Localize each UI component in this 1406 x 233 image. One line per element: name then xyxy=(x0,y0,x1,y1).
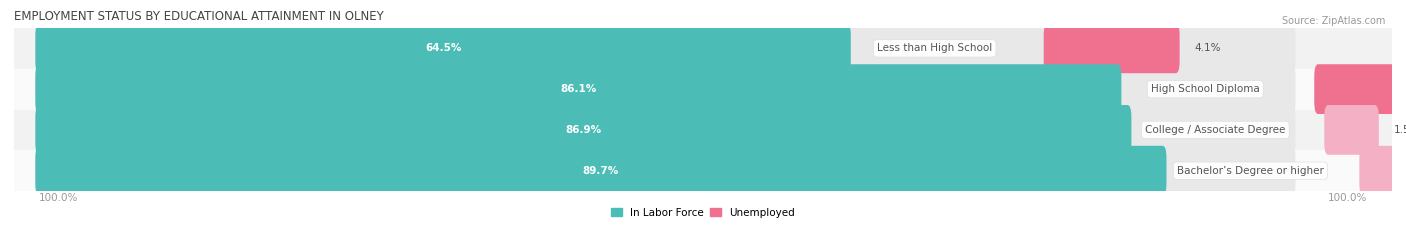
Text: 86.1%: 86.1% xyxy=(560,84,596,94)
FancyBboxPatch shape xyxy=(35,24,1295,73)
Text: Less than High School: Less than High School xyxy=(877,43,993,53)
FancyBboxPatch shape xyxy=(35,146,1167,195)
FancyBboxPatch shape xyxy=(35,64,1295,114)
Bar xyxy=(14,110,1392,150)
Text: 100.0%: 100.0% xyxy=(1327,193,1367,203)
Text: Source: ZipAtlas.com: Source: ZipAtlas.com xyxy=(1281,16,1385,26)
FancyBboxPatch shape xyxy=(35,24,851,73)
FancyBboxPatch shape xyxy=(35,105,1295,155)
Bar xyxy=(14,69,1392,110)
Text: EMPLOYMENT STATUS BY EDUCATIONAL ATTAINMENT IN OLNEY: EMPLOYMENT STATUS BY EDUCATIONAL ATTAINM… xyxy=(14,10,384,23)
Bar xyxy=(14,150,1392,191)
Text: 86.9%: 86.9% xyxy=(565,125,602,135)
Text: Bachelor’s Degree or higher: Bachelor’s Degree or higher xyxy=(1177,166,1324,176)
FancyBboxPatch shape xyxy=(1315,64,1406,114)
FancyBboxPatch shape xyxy=(1324,105,1379,155)
FancyBboxPatch shape xyxy=(35,146,1295,195)
Legend: In Labor Force, Unemployed: In Labor Force, Unemployed xyxy=(607,203,799,222)
FancyBboxPatch shape xyxy=(35,64,1122,114)
FancyBboxPatch shape xyxy=(35,105,1132,155)
Text: 89.7%: 89.7% xyxy=(582,166,619,176)
Text: 100.0%: 100.0% xyxy=(39,193,79,203)
Text: 64.5%: 64.5% xyxy=(425,43,461,53)
Text: College / Associate Degree: College / Associate Degree xyxy=(1144,125,1285,135)
Text: High School Diploma: High School Diploma xyxy=(1152,84,1260,94)
FancyBboxPatch shape xyxy=(1043,24,1180,73)
Text: 1.5%: 1.5% xyxy=(1393,125,1406,135)
Bar xyxy=(14,28,1392,69)
Text: 4.1%: 4.1% xyxy=(1195,43,1222,53)
FancyBboxPatch shape xyxy=(1360,146,1406,195)
